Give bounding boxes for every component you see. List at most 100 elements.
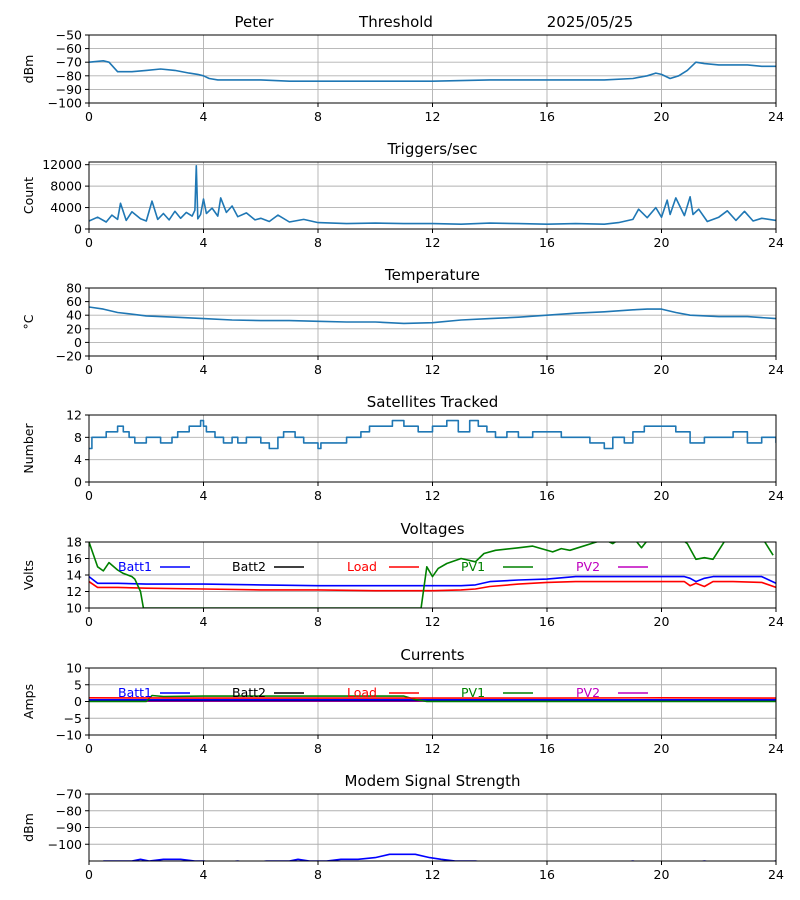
x-tick-label: 8 bbox=[314, 109, 322, 124]
x-tick-label: 4 bbox=[200, 614, 208, 629]
y-tick-label: −80 bbox=[56, 803, 82, 818]
x-tick-label: 0 bbox=[85, 741, 93, 756]
x-tick-label: 20 bbox=[654, 109, 670, 124]
series-line bbox=[89, 59, 776, 82]
x-tick-label: 16 bbox=[539, 867, 555, 882]
x-tick-label: 4 bbox=[200, 235, 208, 250]
y-tick-label: −80 bbox=[56, 68, 82, 83]
x-tick-label: 0 bbox=[85, 614, 93, 629]
y-tick-label: 5 bbox=[74, 677, 82, 692]
x-tick-label: 16 bbox=[539, 614, 555, 629]
x-tick-label: 12 bbox=[425, 362, 441, 377]
legend: Batt1 Batt2 Load PV1 PV2 bbox=[118, 685, 648, 700]
chart-title: Currents bbox=[400, 646, 464, 664]
y-axis-label: dBm bbox=[21, 813, 36, 842]
series-line bbox=[89, 419, 776, 450]
header-date: 2025/05/25 bbox=[547, 13, 633, 31]
x-tick-label: 24 bbox=[768, 741, 784, 756]
x-tick-label: 8 bbox=[314, 867, 322, 882]
y-tick-label: 4000 bbox=[50, 200, 82, 215]
chart-title: Satellites Tracked bbox=[367, 393, 498, 411]
header-station: Peter bbox=[234, 13, 274, 31]
series-line-load bbox=[89, 580, 776, 592]
legend-label-batt2: Batt2 bbox=[232, 685, 266, 700]
y-tick-label: −20 bbox=[56, 349, 82, 364]
x-tick-label: 0 bbox=[85, 109, 93, 124]
x-tick-label: 16 bbox=[539, 235, 555, 250]
series-group bbox=[89, 165, 776, 225]
y-axis-label: Volts bbox=[21, 560, 36, 590]
y-tick-label: −50 bbox=[56, 28, 82, 43]
x-tick-label: 12 bbox=[425, 488, 441, 503]
chart-title: Temperature bbox=[384, 266, 480, 284]
x-tick-label: 0 bbox=[85, 867, 93, 882]
legend-label-load: Load bbox=[347, 685, 377, 700]
series-line bbox=[89, 306, 776, 325]
legend-label-batt1: Batt1 bbox=[118, 559, 152, 574]
x-tick-label: 4 bbox=[200, 109, 208, 124]
y-axis-label: Count bbox=[21, 177, 36, 214]
y-tick-label: 12 bbox=[66, 584, 82, 599]
legend-label-load: Load bbox=[347, 559, 377, 574]
legend-label-pv1: PV1 bbox=[461, 685, 485, 700]
x-tick-label: 4 bbox=[200, 362, 208, 377]
y-tick-label: 10 bbox=[66, 601, 82, 616]
x-tick-label: 12 bbox=[425, 867, 441, 882]
y-tick-label: 0 bbox=[74, 694, 82, 709]
x-tick-label: 24 bbox=[768, 867, 784, 882]
y-tick-label: 0 bbox=[74, 475, 82, 490]
y-tick-label: 0 bbox=[74, 335, 82, 350]
x-tick-label: 12 bbox=[425, 614, 441, 629]
panel-signal: 0 4 8 12 16 20 24 −100−90−80−70−60−50 dBm bbox=[21, 28, 784, 125]
x-tick-label: 20 bbox=[654, 614, 670, 629]
x-tick-label: 20 bbox=[654, 741, 670, 756]
legend: Batt1 Batt2 Load PV1 PV2 bbox=[118, 559, 648, 574]
x-tick-label: 16 bbox=[539, 488, 555, 503]
y-axis-label: dBm bbox=[21, 55, 36, 84]
x-tick-label: 24 bbox=[768, 235, 784, 250]
x-tick-label: 4 bbox=[200, 867, 208, 882]
y-tick-label: −70 bbox=[56, 55, 82, 70]
panel-satellites: 0 4 8 12 16 20 24 0 4 8 12 Number Satellites Tracked bbox=[21, 393, 784, 503]
x-tick-label: 12 bbox=[425, 109, 441, 124]
x-tick-label: 8 bbox=[314, 362, 322, 377]
series-group bbox=[89, 542, 776, 608]
x-tick-label: 12 bbox=[425, 235, 441, 250]
series-line bbox=[89, 165, 776, 225]
x-tick-label: 16 bbox=[539, 109, 555, 124]
x-tick-label: 8 bbox=[314, 488, 322, 503]
series-group bbox=[89, 59, 776, 82]
panel-triggers: 0 4 8 12 16 20 24 0 4000 8000 12000 Count Triggers/s… bbox=[21, 140, 784, 250]
series-line-pv1 bbox=[89, 694, 776, 703]
y-tick-label: 80 bbox=[66, 281, 82, 296]
y-tick-label: −90 bbox=[56, 820, 82, 835]
y-tick-label: −100 bbox=[48, 96, 82, 111]
y-tick-label: 60 bbox=[66, 294, 82, 309]
legend-label-pv1: PV1 bbox=[461, 559, 485, 574]
y-tick-label: 8 bbox=[74, 430, 82, 445]
y-tick-label: 16 bbox=[66, 551, 82, 566]
y-tick-label: 12000 bbox=[42, 157, 82, 172]
x-tick-label: 12 bbox=[425, 741, 441, 756]
chart-title: Voltages bbox=[400, 520, 464, 538]
x-tick-label: 0 bbox=[85, 488, 93, 503]
x-tick-label: 16 bbox=[539, 741, 555, 756]
x-tick-label: 8 bbox=[314, 741, 322, 756]
x-tick-label: 4 bbox=[200, 488, 208, 503]
y-tick-label: −90 bbox=[56, 82, 82, 97]
x-tick-label: 24 bbox=[768, 109, 784, 124]
y-tick-label: 0 bbox=[74, 222, 82, 237]
series-line-batt1 bbox=[89, 575, 776, 587]
x-tick-label: 20 bbox=[654, 362, 670, 377]
x-tick-label: 24 bbox=[768, 362, 784, 377]
series-line-pv1 bbox=[89, 542, 774, 608]
x-tick-label: 0 bbox=[85, 362, 93, 377]
y-tick-label: 14 bbox=[66, 568, 82, 583]
legend-label-batt2: Batt2 bbox=[232, 559, 266, 574]
x-tick-label: 24 bbox=[768, 614, 784, 629]
y-tick-label: −10 bbox=[56, 728, 82, 743]
